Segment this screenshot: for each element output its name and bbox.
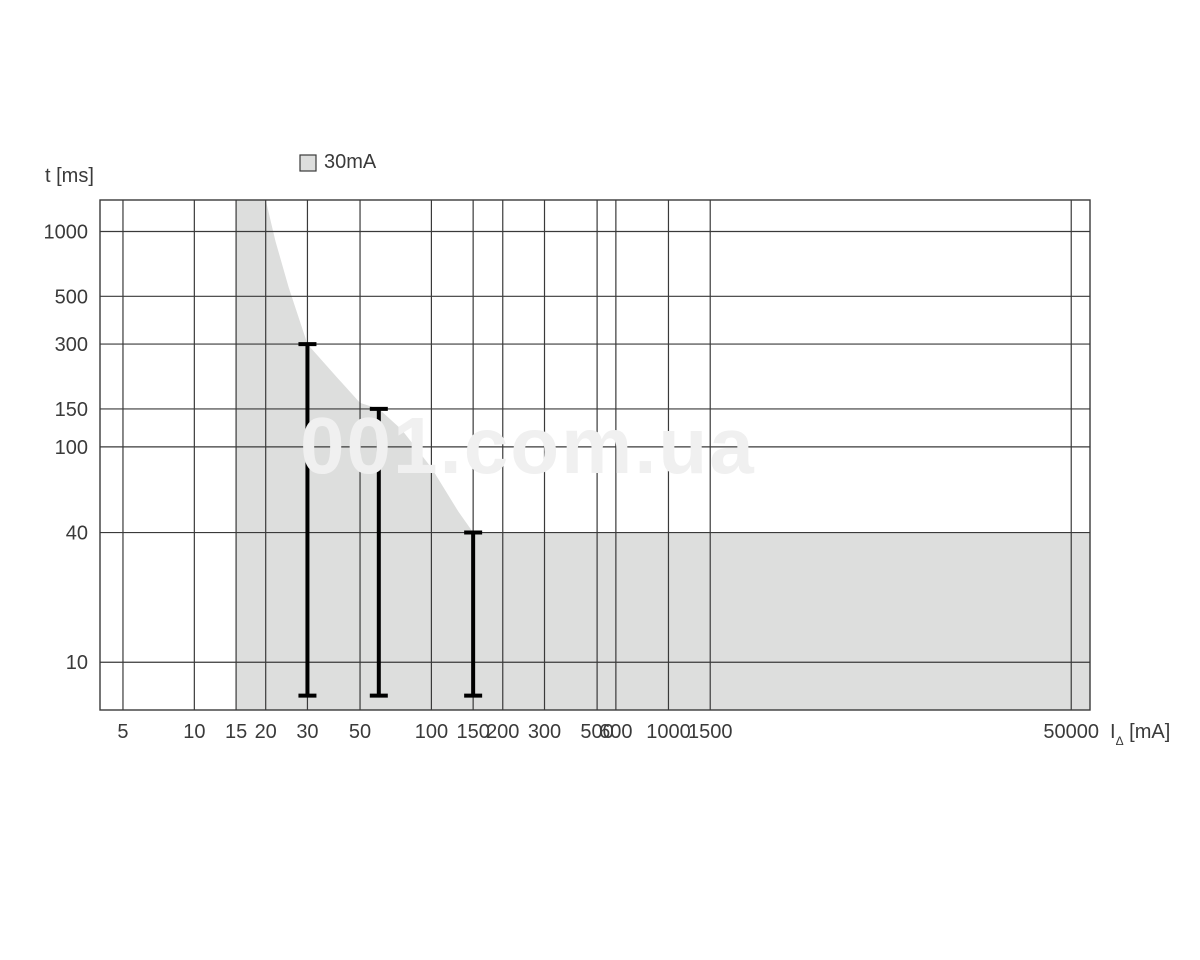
y-tick-label: 100 xyxy=(55,437,88,459)
x-tick-label: 20 xyxy=(255,721,277,743)
x-tick-label: 5 xyxy=(117,721,128,743)
x-tick-label: 1500 xyxy=(688,721,733,743)
x-tick-label: 600 xyxy=(599,721,632,743)
y-tick-label: 40 xyxy=(66,523,88,545)
x-tick-label: 200 xyxy=(486,721,519,743)
chart-container: 5101520305010015020030050060010001500500… xyxy=(0,0,1200,960)
y-tick-label: 150 xyxy=(55,399,88,421)
legend-label: 30mA xyxy=(324,151,377,173)
x-tick-label: 50000 xyxy=(1043,721,1099,743)
x-tick-label: 30 xyxy=(296,721,318,743)
y-tick-label: 10 xyxy=(66,652,88,674)
y-tick-label: 500 xyxy=(55,286,88,308)
x-tick-label: 300 xyxy=(528,721,561,743)
y-axis-label: t [ms] xyxy=(45,165,94,187)
trip-curve-chart: 5101520305010015020030050060010001500500… xyxy=(0,0,1200,960)
x-tick-label: 50 xyxy=(349,721,371,743)
x-tick-label: 150 xyxy=(456,721,489,743)
y-tick-label: 300 xyxy=(55,334,88,356)
x-tick-label: 15 xyxy=(225,721,247,743)
y-tick-label: 1000 xyxy=(44,221,89,243)
x-tick-label: 100 xyxy=(415,721,448,743)
legend-swatch xyxy=(300,155,316,171)
x-tick-label: 10 xyxy=(183,721,205,743)
x-tick-label: 1000 xyxy=(646,721,691,743)
